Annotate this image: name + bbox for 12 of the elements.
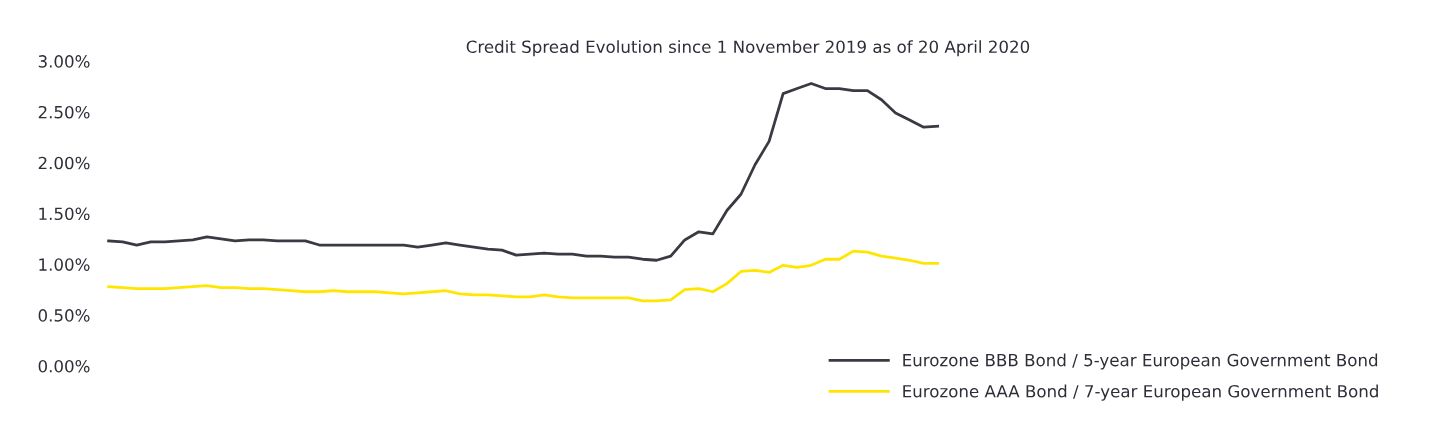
- y-tick-label: 1.50%: [39, 207, 90, 221]
- y-tick-label: 0.00%: [38, 359, 90, 373]
- y-tick-label: 2.00%: [38, 156, 90, 170]
- y-tick-label: 3.00%: [38, 55, 90, 68]
- line-series: [107, 249, 940, 303]
- y-tick-label: 0.50%: [38, 309, 90, 322]
- legend-label: Eurozone BBB Bond / 5-year European Government Bond: [903, 353, 1378, 370]
- legend-label: Eurozone AAA Bond / 7-year European Government Bond: [903, 384, 1378, 401]
- y-tick-label: 2.50%: [38, 105, 90, 119]
- line-series: [107, 82, 940, 262]
- chart-title: Credit Spread Evolution since 1 November 2019 as of 20 April 2020: [466, 40, 1030, 57]
- y-tick-label: 1.00%: [39, 258, 90, 271]
